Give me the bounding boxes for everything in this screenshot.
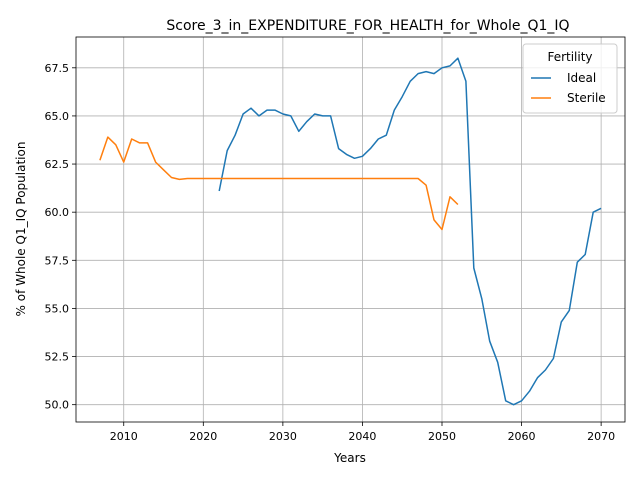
series-line-ideal: [218, 57, 602, 406]
y-tick-label: 57.5: [45, 254, 70, 267]
series-lines: [99, 57, 602, 406]
y-tick-label: 62.5: [45, 158, 70, 171]
x-axis-label: Years: [333, 451, 366, 465]
y-tick-label: 55.0: [45, 302, 70, 315]
x-tick-label: 2030: [269, 430, 297, 443]
y-tick-label: 52.5: [45, 351, 70, 364]
x-tick-label: 2060: [508, 430, 536, 443]
y-tick-label: 67.5: [45, 62, 70, 75]
x-axis-ticks: 2010 2020 2030 2040 2050 2060 2070: [110, 422, 615, 443]
y-tick-label: 60.0: [45, 206, 70, 219]
series-line-sterile: [99, 136, 459, 231]
legend-box: [522, 43, 618, 114]
x-tick-label: 2050: [428, 430, 456, 443]
x-tick-label: 2020: [189, 430, 217, 443]
legend-title: Fertility: [547, 50, 592, 64]
legend-label-ideal: Ideal: [567, 71, 596, 85]
x-tick-label: 2070: [587, 430, 615, 443]
x-tick-label: 2040: [348, 430, 376, 443]
plot-frame: [75, 36, 626, 423]
x-tick-label: 2010: [110, 430, 138, 443]
legend: Fertility Ideal Sterile: [522, 43, 618, 114]
y-tick-label: 65.0: [45, 110, 70, 123]
y-axis-ticks: 50.0 52.5 55.0 57.5 60.0 62.5 65.0 67.5: [45, 62, 76, 412]
chart-title: Score_3_in_EXPENDITURE_FOR_HEALTH_for_Wh…: [166, 18, 569, 34]
legend-label-sterile: Sterile: [567, 91, 606, 105]
y-tick-label: 50.0: [45, 399, 70, 412]
y-axis-label: % of Whole Q1_IQ Population: [14, 142, 28, 317]
